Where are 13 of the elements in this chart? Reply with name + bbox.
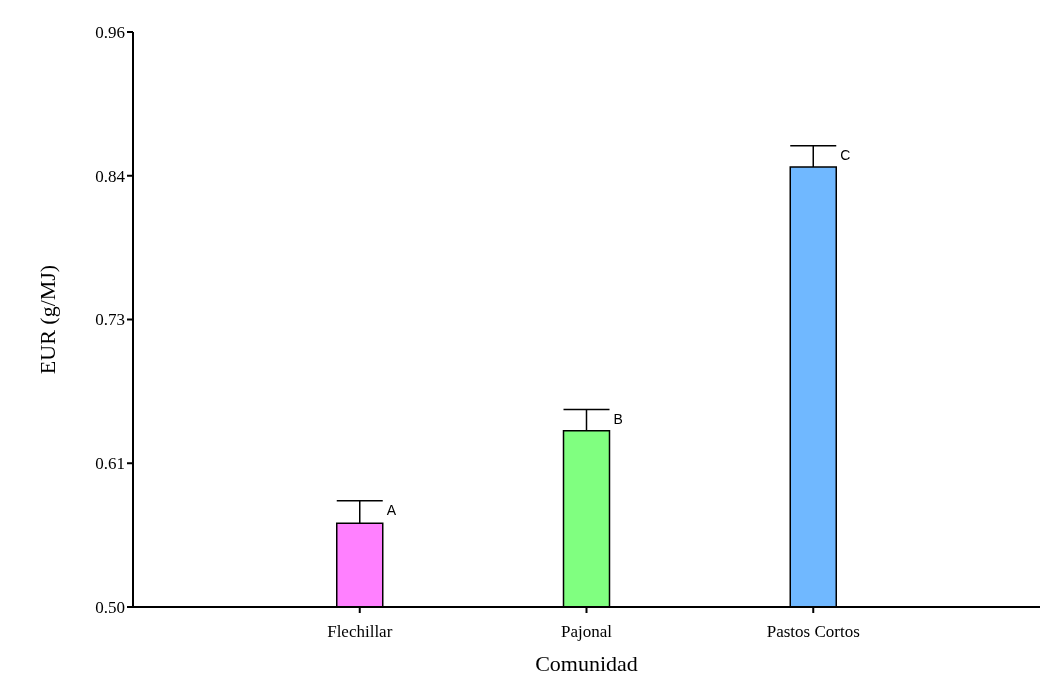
- y-tick-label: 0.50: [95, 597, 125, 617]
- y-axis-title: EUR (g/MJ): [35, 264, 60, 375]
- y-tick-label: 0.96: [95, 22, 125, 42]
- y-tick-label: 0.61: [95, 454, 125, 474]
- x-tick-label: Flechillar: [327, 622, 393, 641]
- annotation: A: [386, 501, 397, 518]
- annotation: B: [613, 410, 623, 427]
- x-axis-title: Comunidad: [535, 651, 638, 676]
- annotation: C: [840, 146, 851, 163]
- x-tick-label: Pajonal: [561, 622, 613, 641]
- y-tick-label: 0.84: [95, 166, 126, 186]
- y-tick-label: 0.73: [95, 310, 125, 330]
- x-tick-label: Pastos Cortos: [766, 622, 860, 641]
